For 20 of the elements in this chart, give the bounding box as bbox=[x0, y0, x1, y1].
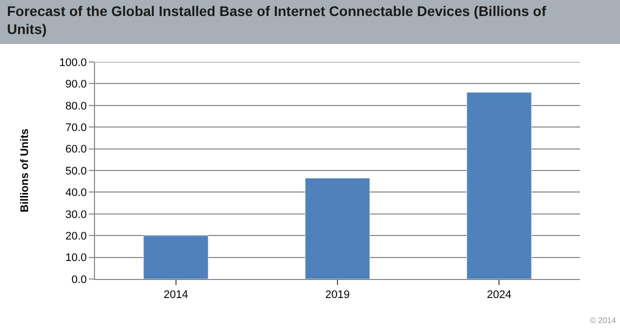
y-tick-label: 80.0 bbox=[65, 100, 87, 112]
y-tick-label: 40.0 bbox=[65, 187, 87, 200]
y-tick-label: 0.0 bbox=[72, 274, 87, 286]
x-tick-label: 2019 bbox=[325, 289, 350, 302]
y-tick-label: 20.0 bbox=[65, 230, 87, 242]
bar bbox=[466, 92, 532, 279]
text: © 2014 bbox=[590, 316, 616, 325]
y-tick-label: 100.0 bbox=[59, 56, 87, 69]
y-tick-label: 50.0 bbox=[65, 165, 87, 178]
y-axis-title: Billions of Units bbox=[18, 128, 31, 212]
y-tick-label: 90.0 bbox=[65, 78, 87, 91]
y-tick-label: 60.0 bbox=[65, 144, 87, 156]
bar bbox=[304, 178, 370, 279]
x-tick-label: 2024 bbox=[486, 289, 512, 302]
chart-title: Forecast of the Global Installed Base of Internet Connectable Devices (Billions of Units) bbox=[7, 3, 546, 38]
bar bbox=[143, 235, 208, 279]
y-tick-label: 70.0 bbox=[65, 122, 87, 134]
x-tick-label: 2014 bbox=[164, 289, 188, 302]
y-tick-label: 10.0 bbox=[65, 252, 87, 264]
y-tick-label: 30.0 bbox=[65, 208, 87, 221]
